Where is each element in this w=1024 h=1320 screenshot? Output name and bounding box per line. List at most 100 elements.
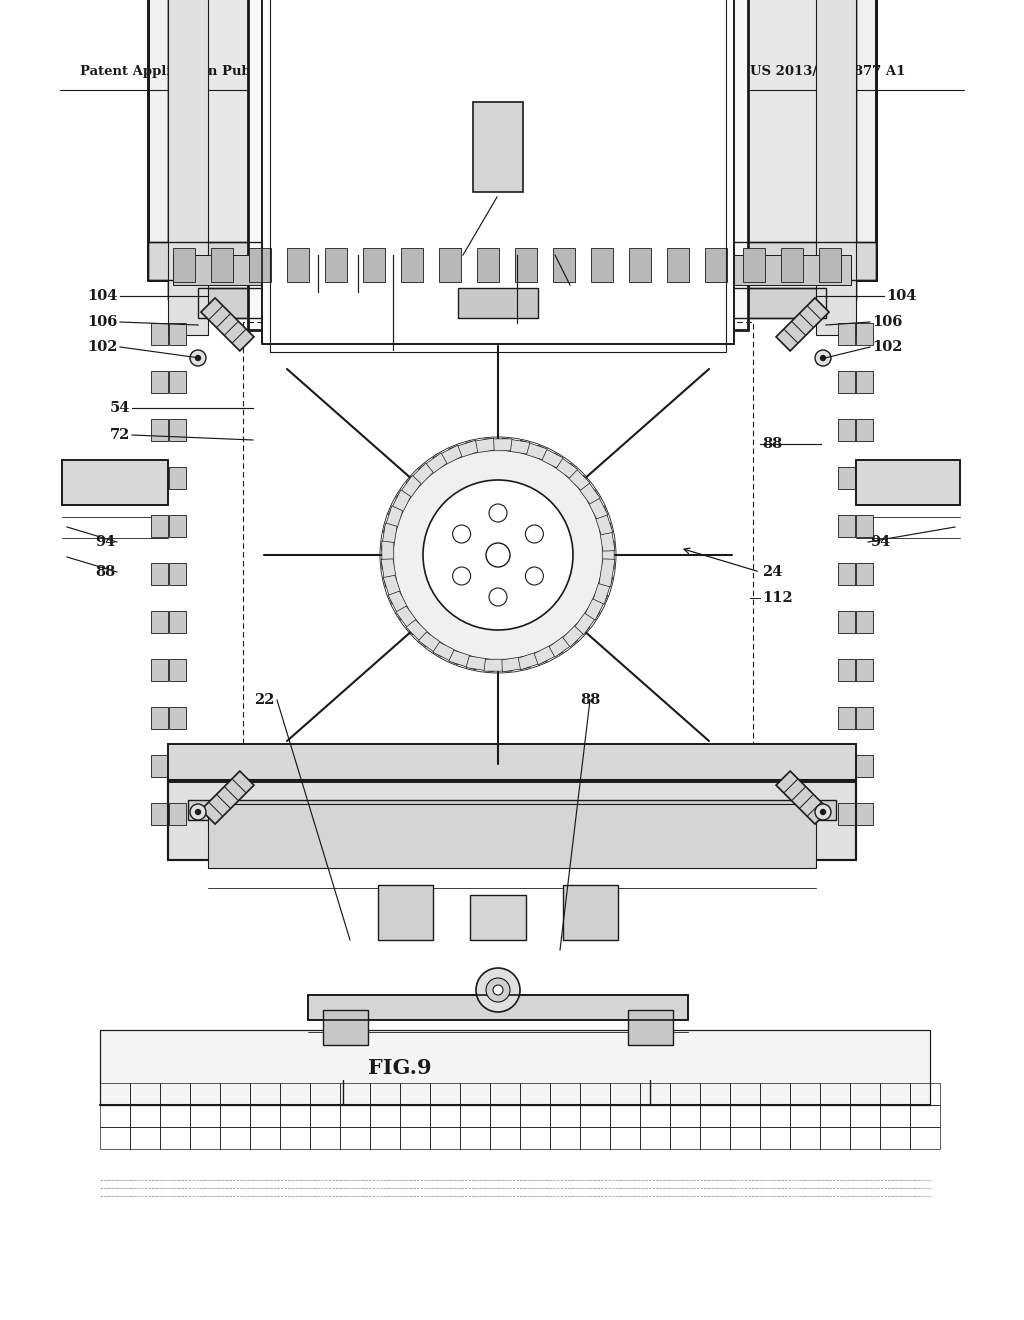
Bar <box>910 1105 940 1127</box>
Bar <box>856 755 873 777</box>
Bar <box>169 803 186 825</box>
Bar <box>880 1082 910 1105</box>
Text: US 2013/0130877 A1: US 2013/0130877 A1 <box>750 66 905 78</box>
Bar <box>100 1082 130 1105</box>
Polygon shape <box>593 576 612 605</box>
Bar <box>378 884 433 940</box>
Circle shape <box>486 543 510 568</box>
Circle shape <box>190 350 206 366</box>
Bar <box>580 1105 610 1127</box>
Bar <box>130 1082 160 1105</box>
Bar <box>151 708 168 729</box>
Text: 62: 62 <box>348 240 369 253</box>
Bar <box>100 1030 930 1105</box>
Bar <box>198 288 826 318</box>
Bar <box>190 1127 220 1148</box>
Bar <box>700 1105 730 1127</box>
Bar <box>310 1105 340 1127</box>
Text: 94: 94 <box>95 535 115 549</box>
Bar <box>151 418 168 441</box>
Bar <box>169 659 186 681</box>
Polygon shape <box>449 651 478 669</box>
Bar <box>856 371 873 393</box>
Text: May 23, 2013  Sheet 9 of 15: May 23, 2013 Sheet 9 of 15 <box>290 66 497 78</box>
Bar <box>340 1105 370 1127</box>
Polygon shape <box>381 523 397 552</box>
Bar <box>520 1105 550 1127</box>
Bar <box>168 0 856 300</box>
Polygon shape <box>419 453 446 478</box>
Bar <box>190 1082 220 1105</box>
Bar <box>400 1105 430 1127</box>
Bar <box>856 459 961 506</box>
Bar <box>640 1127 670 1148</box>
Bar <box>550 1105 580 1127</box>
Bar <box>168 744 856 781</box>
Polygon shape <box>585 591 608 620</box>
Bar <box>280 1127 310 1148</box>
Polygon shape <box>406 463 433 490</box>
Circle shape <box>493 985 503 995</box>
Bar <box>340 1082 370 1105</box>
Bar <box>400 1127 430 1148</box>
Text: 112: 112 <box>762 591 793 605</box>
Bar <box>220 1127 250 1148</box>
Bar <box>262 0 734 345</box>
Bar <box>838 803 855 825</box>
Bar <box>790 1082 820 1105</box>
Bar <box>820 1105 850 1127</box>
Bar <box>190 1105 220 1127</box>
Bar <box>670 1105 700 1127</box>
Bar <box>760 1127 790 1148</box>
Bar <box>243 322 753 788</box>
Bar <box>470 895 526 940</box>
Bar <box>169 611 186 634</box>
Polygon shape <box>518 440 547 459</box>
Bar <box>325 248 347 282</box>
Bar <box>610 1105 640 1127</box>
Bar <box>151 371 168 393</box>
Text: Patent Application Publication: Patent Application Publication <box>80 66 307 78</box>
Bar <box>323 1010 368 1045</box>
Bar <box>151 564 168 585</box>
Polygon shape <box>563 463 590 490</box>
Bar <box>550 1082 580 1105</box>
Text: 26: 26 <box>682 242 702 255</box>
Bar <box>287 248 309 282</box>
Polygon shape <box>502 438 530 454</box>
Circle shape <box>815 804 831 820</box>
Bar <box>550 1127 580 1148</box>
Bar <box>280 1082 310 1105</box>
Polygon shape <box>593 506 612 535</box>
Bar <box>168 744 856 781</box>
Bar <box>168 0 856 300</box>
Polygon shape <box>383 506 402 535</box>
Text: 96: 96 <box>507 240 527 253</box>
Polygon shape <box>484 438 512 450</box>
Polygon shape <box>201 298 254 351</box>
Circle shape <box>525 525 544 543</box>
Bar <box>670 1082 700 1105</box>
Polygon shape <box>449 440 478 459</box>
Bar <box>838 515 855 537</box>
Circle shape <box>486 978 510 1002</box>
Bar <box>270 0 726 352</box>
Bar <box>730 1082 760 1105</box>
Bar <box>856 467 873 488</box>
Bar <box>340 1127 370 1148</box>
Bar <box>280 1105 310 1127</box>
Bar <box>760 1105 790 1127</box>
Bar <box>705 248 727 282</box>
Bar <box>628 1010 673 1045</box>
Bar <box>880 1127 910 1148</box>
Text: 94: 94 <box>453 240 473 253</box>
Bar <box>640 1082 670 1105</box>
Polygon shape <box>466 438 495 454</box>
Bar <box>169 564 186 585</box>
Bar <box>100 1127 130 1148</box>
Bar <box>370 1105 400 1127</box>
Circle shape <box>820 809 826 816</box>
Polygon shape <box>419 632 446 657</box>
Bar <box>856 659 873 681</box>
Bar <box>838 708 855 729</box>
